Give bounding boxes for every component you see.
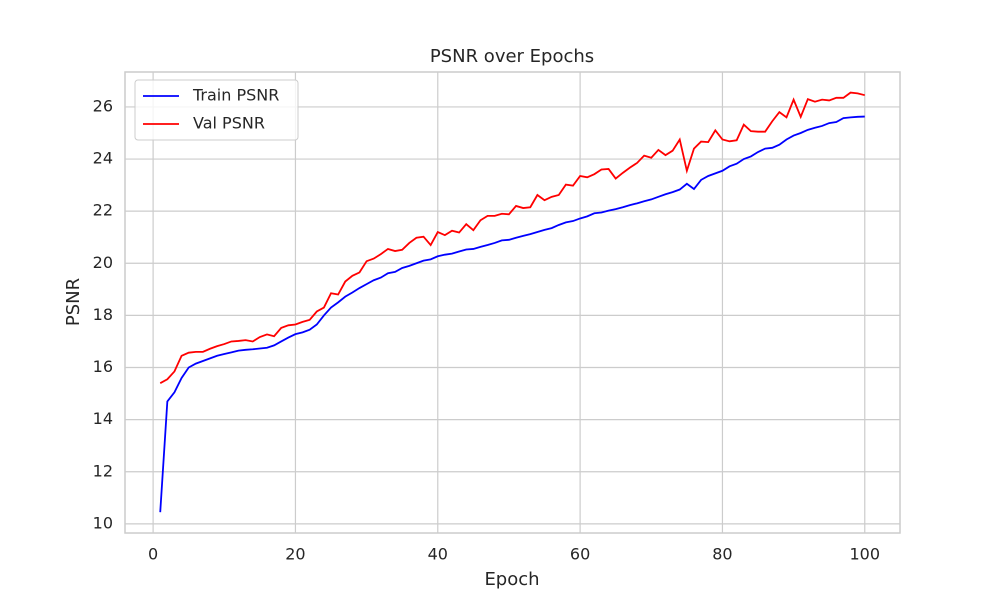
y-tick-label: 12 (93, 461, 113, 480)
y-tick-label: 10 (93, 513, 113, 532)
y-tick-label: 20 (93, 253, 113, 272)
y-axis-label: PSNR (63, 278, 84, 326)
plot-frame (124, 71, 901, 534)
x-tick-label: 100 (849, 545, 880, 564)
legend-label: Val PSNR (193, 114, 265, 133)
chart-title: PSNR over Epochs (430, 46, 594, 67)
y-tick-label: 22 (93, 201, 113, 220)
legend-box (134, 79, 299, 141)
x-tick-label: 0 (148, 545, 158, 564)
y-tick-label: 24 (93, 149, 113, 168)
y-tick-label: 14 (93, 409, 113, 428)
data-line (159, 91, 865, 384)
data-line (159, 115, 865, 513)
y-tick-label: 16 (93, 357, 113, 376)
x-tick-label: 20 (285, 545, 305, 564)
x-axis-label: Epoch (484, 569, 539, 590)
x-tick-label: 80 (712, 545, 732, 564)
y-tick-label: 18 (93, 305, 113, 324)
legend-label: Train PSNR (192, 86, 279, 105)
y-tick-label: 26 (93, 96, 113, 115)
x-tick-label: 60 (570, 545, 590, 564)
x-tick-label: 40 (428, 545, 448, 564)
